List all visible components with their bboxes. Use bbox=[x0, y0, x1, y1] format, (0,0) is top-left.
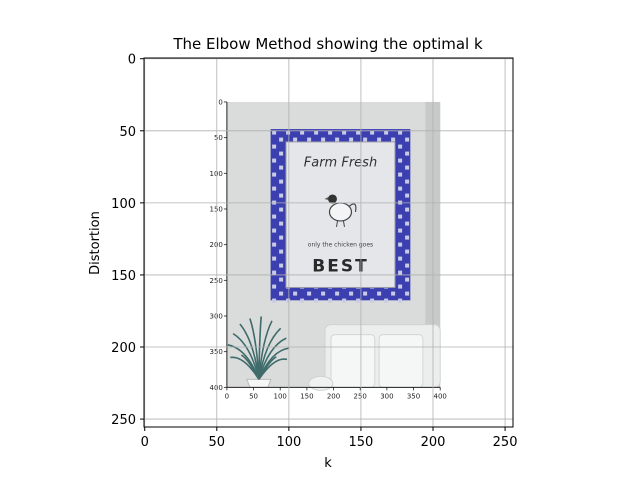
sign-best-text: BEST bbox=[312, 256, 368, 276]
embedded-y-tick-label: 350 bbox=[210, 348, 223, 356]
y-tick-label: 100 bbox=[111, 197, 136, 212]
embedded-x-tick-label: 150 bbox=[300, 392, 313, 400]
embedded-y-tick-label: 0 bbox=[218, 98, 222, 106]
embedded-x-tick-label: 350 bbox=[407, 392, 420, 400]
sign-title-text: Farm Fresh bbox=[304, 156, 377, 171]
x-tick-label: 250 bbox=[493, 435, 518, 450]
embedded-y-tick-label: 200 bbox=[210, 241, 223, 249]
embedded-x-tick-label: 100 bbox=[274, 392, 287, 400]
x-tick-label: 50 bbox=[209, 435, 226, 450]
embedded-x-tick-label: 200 bbox=[327, 392, 340, 400]
potted-plant-illustration bbox=[227, 316, 290, 388]
embedded-x-tick-label: 50 bbox=[249, 392, 258, 400]
y-tick-label: 0 bbox=[128, 53, 136, 68]
sofa-illustration bbox=[308, 324, 441, 391]
y-tick-label: 200 bbox=[111, 341, 136, 356]
embedded-y-tick-label: 150 bbox=[210, 205, 223, 213]
axes-frame bbox=[143, 57, 514, 428]
y-axis-label: Distortion bbox=[88, 211, 103, 275]
x-tick-label: 200 bbox=[421, 435, 446, 450]
x-axis-ticks: 0 50 100 150 200 250 bbox=[141, 427, 518, 450]
x-tick-label: 100 bbox=[276, 435, 301, 450]
chicken-illustration bbox=[324, 194, 357, 228]
embedded-y-tick-label: 300 bbox=[210, 313, 223, 321]
embedded-x-tick-label: 0 bbox=[225, 392, 229, 400]
x-tick-label: 150 bbox=[349, 435, 374, 450]
y-tick-label: 150 bbox=[111, 269, 136, 284]
embedded-y-tick-label: 50 bbox=[214, 134, 223, 142]
y-tick-label: 50 bbox=[119, 125, 136, 140]
y-tick-label: 250 bbox=[111, 413, 136, 428]
y-axis-ticks: 0 50 100 150 200 250 bbox=[111, 53, 144, 428]
embedded-x-tick-label: 400 bbox=[434, 392, 447, 400]
embedded-x-tick-label: 250 bbox=[354, 392, 367, 400]
embedded-y-tick-label: 400 bbox=[210, 384, 223, 392]
chart-title: The Elbow Method showing the optimal k bbox=[172, 35, 483, 53]
x-tick-label: 0 bbox=[141, 435, 149, 450]
grid-lines bbox=[144, 58, 513, 427]
embedded-image-axes: 0 50 100 150 200 250 300 350 4000501001502002503… bbox=[210, 98, 447, 400]
x-axis-label: k bbox=[324, 456, 332, 471]
embedded-x-tick-label: 300 bbox=[380, 392, 393, 400]
embedded-y-tick-label: 250 bbox=[210, 277, 223, 285]
sign-subtitle-text: only the chicken goes bbox=[308, 242, 373, 249]
embedded-y-tick-label: 100 bbox=[210, 170, 223, 178]
